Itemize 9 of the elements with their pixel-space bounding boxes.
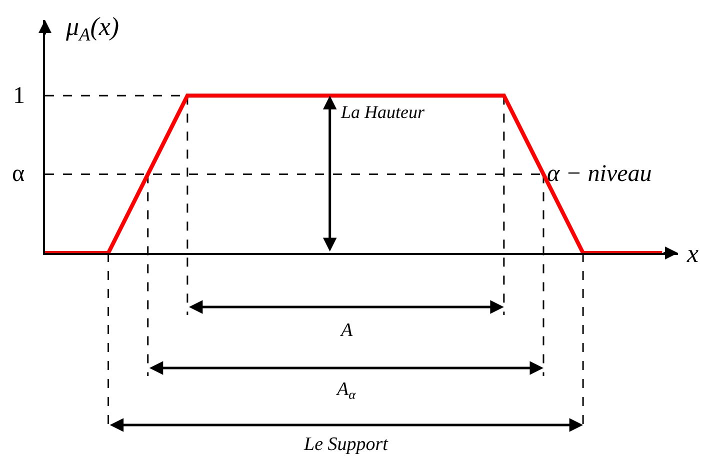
annotation: La Hauteur	[340, 102, 426, 122]
annotation: α − niveau	[547, 161, 652, 187]
x-axis-title: x	[686, 239, 699, 268]
y-axis-title: μ$_{A}$(x)	[65, 12, 120, 44]
ref-line-label: 1	[13, 83, 25, 109]
text: A	[339, 320, 353, 341]
text: Le Support	[303, 434, 389, 455]
ref-line-label: α	[12, 161, 25, 187]
text: A$_{α}$	[335, 379, 357, 402]
